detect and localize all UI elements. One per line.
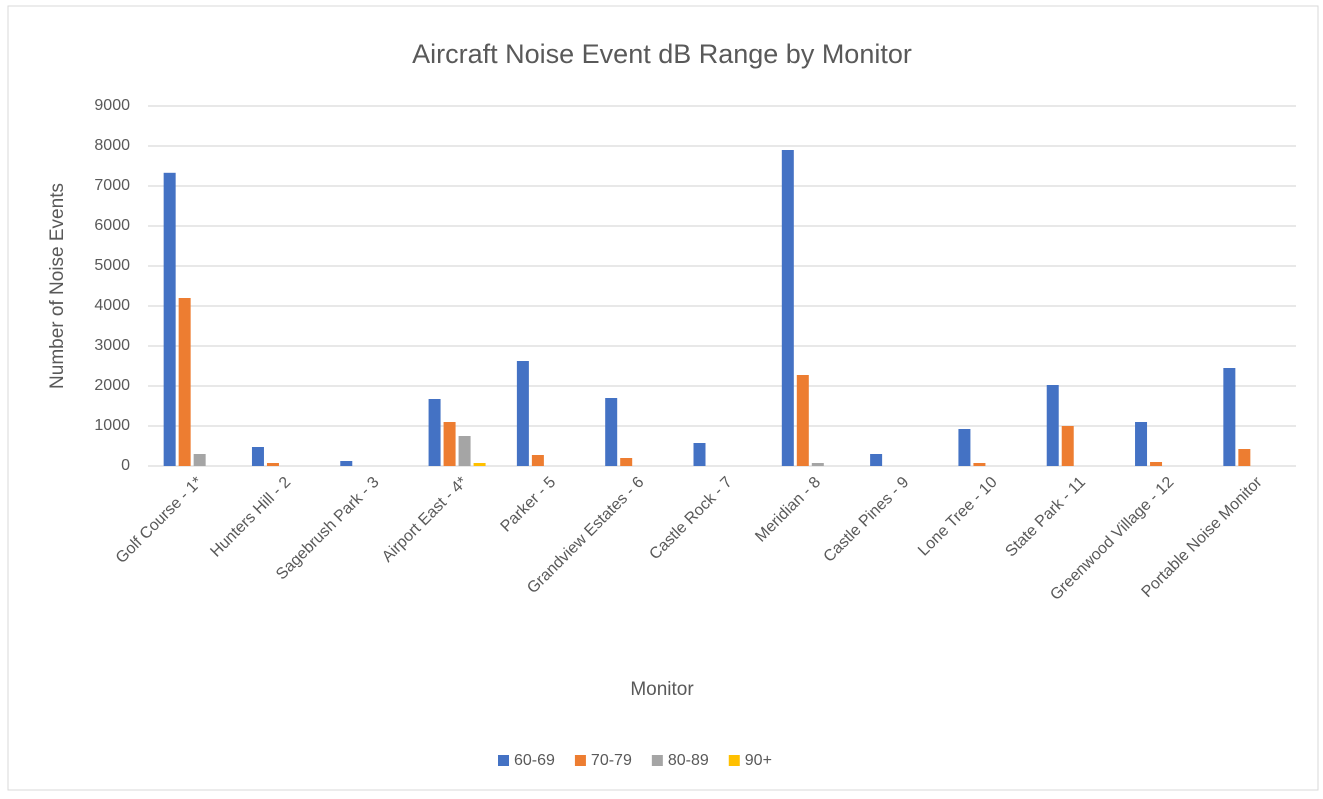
legend-swatch xyxy=(651,755,663,766)
legend-swatch xyxy=(498,755,509,766)
legend-swatch xyxy=(728,755,740,766)
bar xyxy=(163,172,176,467)
bar xyxy=(443,422,456,466)
y-tick-label: 2000 xyxy=(94,377,130,394)
y-tick-label: 9000 xyxy=(94,97,130,114)
y-axis-label: Number of Noise Events xyxy=(47,183,68,389)
bar xyxy=(251,447,264,466)
bar xyxy=(693,443,706,466)
chart-title: Aircraft Noise Event dB Range by Monitor xyxy=(412,39,912,69)
bar xyxy=(531,455,544,466)
legend-label: 80-89 xyxy=(668,752,709,769)
bar xyxy=(1223,368,1236,466)
bar xyxy=(1046,385,1059,466)
bar xyxy=(811,463,824,466)
bar xyxy=(973,463,986,466)
bar xyxy=(178,298,191,466)
y-tick-label: 6000 xyxy=(94,217,130,234)
x-axis-label: Monitor xyxy=(630,679,694,700)
chart-border xyxy=(7,5,1319,791)
legend-label: 60-69 xyxy=(514,752,555,769)
bar xyxy=(1061,426,1074,466)
bar xyxy=(516,361,529,466)
y-tick-label: 4000 xyxy=(94,297,130,314)
y-tick-label: 5000 xyxy=(94,257,130,274)
bar xyxy=(428,399,441,466)
y-tick-label: 8000 xyxy=(94,137,130,154)
legend-label: 70-79 xyxy=(591,752,632,769)
bar xyxy=(620,458,633,466)
bar xyxy=(266,463,279,466)
bar xyxy=(473,463,486,466)
bar xyxy=(458,436,471,466)
bar xyxy=(1150,462,1163,466)
bar xyxy=(193,454,206,466)
legend-label: 90+ xyxy=(745,752,772,769)
y-tick-label: 0 xyxy=(121,457,130,474)
y-tick-label: 3000 xyxy=(94,337,130,354)
bar xyxy=(1238,449,1251,466)
bar xyxy=(340,461,353,466)
bar xyxy=(870,454,883,466)
bar xyxy=(781,150,794,466)
bar xyxy=(1135,422,1148,466)
bar xyxy=(958,429,971,466)
legend-swatch xyxy=(574,755,586,766)
bar xyxy=(605,398,618,466)
y-tick-label: 1000 xyxy=(94,417,130,434)
y-tick-label: 7000 xyxy=(94,177,130,194)
bar xyxy=(796,375,809,466)
